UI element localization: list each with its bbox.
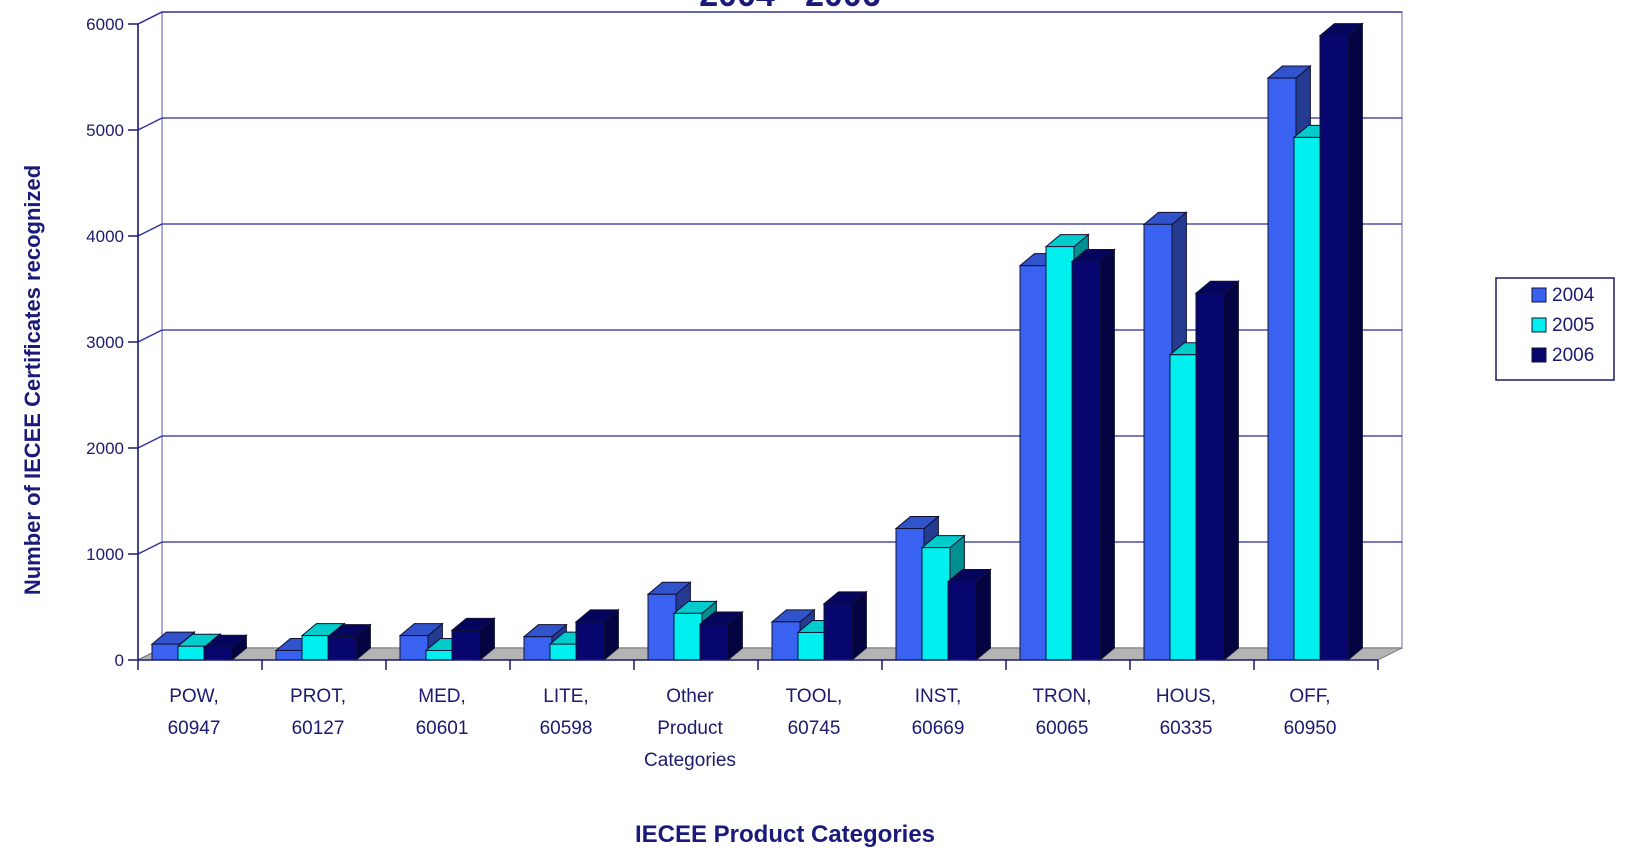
bar-front xyxy=(895,528,925,661)
bar-front xyxy=(549,643,579,661)
x-tick-label: OFF, xyxy=(1289,686,1330,707)
bar-front xyxy=(699,623,729,661)
gridline-side xyxy=(137,541,163,555)
gridline-side xyxy=(137,329,163,343)
x-tick-label: 60127 xyxy=(292,718,345,739)
x-tick-label: 60745 xyxy=(788,718,841,739)
x-tick-label: Other xyxy=(666,686,714,707)
bar-2006-3 xyxy=(574,608,620,662)
bar-side xyxy=(1099,248,1115,662)
bar-front xyxy=(301,635,331,661)
bar-front xyxy=(1045,246,1075,661)
bar-front xyxy=(1071,260,1101,661)
bar-front xyxy=(1143,223,1173,661)
bar-front xyxy=(425,649,455,661)
x-tick-label: POW, xyxy=(169,686,219,707)
x-tick-label: MED, xyxy=(418,686,466,707)
bar-front xyxy=(1293,136,1323,661)
gridline-side xyxy=(137,435,163,449)
bar-front xyxy=(1319,35,1349,661)
bar-front xyxy=(275,649,305,661)
bar-2006-9 xyxy=(1318,22,1364,662)
x-tick-label: INST, xyxy=(915,686,961,707)
gridline-side xyxy=(137,11,163,25)
bar-front xyxy=(523,636,553,661)
bar-2006-5 xyxy=(822,590,868,662)
bar-front xyxy=(151,643,181,661)
y-tick-label: 3000 xyxy=(86,333,124,352)
axis-layer: 0 1000 2000 3000 4000 5000 6000 POW, 60947 PROT, 6… xyxy=(86,15,1379,771)
bar-2006-2 xyxy=(450,617,496,662)
bar-side xyxy=(975,568,991,662)
y-tick-label: 0 xyxy=(115,651,124,670)
bar-front xyxy=(399,635,429,661)
x-tick-label: 60335 xyxy=(1160,718,1213,739)
x-tick-label: TOOL, xyxy=(786,686,843,707)
y-axis-title: Number of IECEE Certificates recognized xyxy=(20,165,45,595)
bar-side xyxy=(1347,22,1363,662)
y-tick-label: 5000 xyxy=(86,121,124,140)
x-axis-title: IECEE Product Categories xyxy=(635,821,935,848)
x-tick-label: 60950 xyxy=(1284,718,1337,739)
bar-front xyxy=(327,636,357,661)
bar-front xyxy=(203,646,233,661)
bar-front xyxy=(1019,265,1049,661)
bar-front xyxy=(1267,77,1297,661)
y-tick-label: 2000 xyxy=(86,439,124,458)
x-tick-label: Categories xyxy=(644,750,736,771)
bar-layer xyxy=(150,22,1364,662)
bar-2004-2 xyxy=(398,622,444,662)
bar-front xyxy=(451,629,481,661)
legend-swatch-2006 xyxy=(1531,347,1547,363)
bar-front xyxy=(575,621,605,661)
bar-front xyxy=(771,621,801,661)
x-tick-label: HOUS, xyxy=(1156,686,1216,707)
bar-front xyxy=(647,593,677,661)
bar-side xyxy=(1223,280,1239,662)
chart-title: 2004 - 2006 xyxy=(699,0,881,14)
bar-front xyxy=(673,612,703,661)
x-tick-label: PROT, xyxy=(290,686,346,707)
bar-2006-7 xyxy=(1070,248,1116,662)
x-tick-label: 60065 xyxy=(1036,718,1089,739)
legend-swatch-2005 xyxy=(1531,317,1547,333)
y-tick-label: 6000 xyxy=(86,15,124,34)
gridline-side xyxy=(137,117,163,131)
y-tick-label: 1000 xyxy=(86,545,124,564)
bar-front xyxy=(797,631,827,661)
bar-front xyxy=(1195,292,1225,661)
legend-box xyxy=(1495,277,1615,381)
bar-2006-8 xyxy=(1194,280,1240,662)
bar-front xyxy=(1169,354,1199,661)
legend-label: 2006 xyxy=(1552,345,1594,366)
x-tick-label: 60947 xyxy=(168,718,221,739)
x-tick-label: 60601 xyxy=(416,718,469,739)
x-tick-label: 60669 xyxy=(912,718,965,739)
y-tick-label: 4000 xyxy=(86,227,124,246)
gridline-side xyxy=(137,223,163,237)
bar-2006-4 xyxy=(698,610,744,662)
bar-2006-6 xyxy=(946,568,992,662)
x-tick-label: LITE, xyxy=(543,686,588,707)
legend-swatch-2004 xyxy=(1531,287,1547,303)
legend-label: 2004 xyxy=(1552,285,1595,306)
x-tick-label: Product xyxy=(657,718,723,739)
bar-front xyxy=(177,645,207,661)
bar-front xyxy=(823,603,853,661)
legend: 2004 2005 2006 xyxy=(1495,277,1615,381)
bar-front xyxy=(921,547,951,661)
bar-2006-1 xyxy=(326,623,372,662)
legend-label: 2005 xyxy=(1552,315,1594,336)
x-tick-label: TRON, xyxy=(1032,686,1091,707)
bar-2006-0 xyxy=(202,634,248,662)
x-tick-label: 60598 xyxy=(540,718,593,739)
bar-front xyxy=(947,581,977,661)
